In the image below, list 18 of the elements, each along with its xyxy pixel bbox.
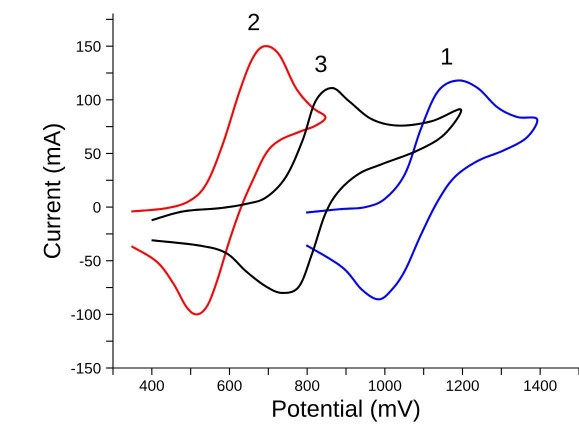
x-tick-label: 1200 [446,380,479,392]
y-tick-label: 150 [76,41,101,52]
y-tick-label: 100 [76,94,101,106]
x-tick-label: 600 [218,380,242,392]
x-tick-label: 400 [139,380,164,392]
y-tick-label: 0 [93,202,101,213]
y-tick-label: -50 [80,256,101,266]
series-label: 3 [315,56,326,72]
x-axis-title: Potential (mV) [273,400,420,422]
x-tick-label: 1400 [524,380,557,392]
series-label: 2 [248,14,260,30]
y-tick-label: 50 [84,148,101,160]
y-tick-label: -150 [71,362,101,374]
y-axis-title: Current (mA) [43,124,66,258]
y-tick-label: -100 [71,309,101,320]
x-tick-label: 1000 [369,380,402,392]
x-tick-label: 800 [295,380,320,392]
series-label: 1 [442,48,452,64]
